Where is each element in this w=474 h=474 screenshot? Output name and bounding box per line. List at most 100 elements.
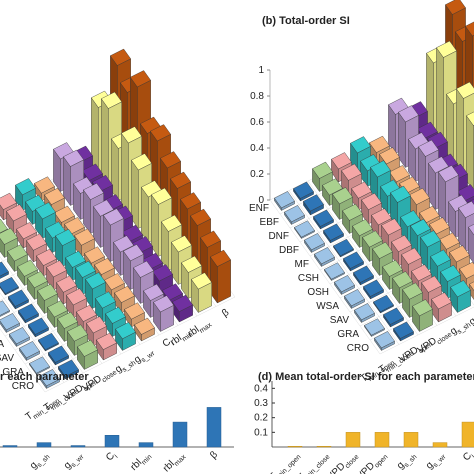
bar-top (85, 272, 106, 290)
bar (393, 321, 414, 342)
bar-top (379, 147, 400, 165)
bar-top (170, 171, 191, 189)
bar-top (121, 126, 142, 144)
bar (374, 331, 395, 352)
axis-label: rblmin (128, 449, 153, 474)
bar (323, 223, 344, 244)
axis-label: rblmax (161, 449, 188, 474)
bar (77, 339, 98, 371)
bar-top (161, 214, 182, 232)
bar (403, 432, 419, 448)
bar-top (75, 260, 96, 278)
bar-top (332, 187, 353, 205)
y-tick-label: 0.1 (254, 427, 268, 438)
bar (345, 432, 361, 448)
panel-title: r each parameter (0, 371, 89, 383)
bar-top (0, 276, 19, 294)
bar-top (469, 281, 474, 291)
bar-top (352, 219, 373, 237)
subscript: i (113, 453, 119, 459)
bar-top (94, 257, 115, 275)
bar-top (274, 191, 295, 209)
bar (316, 446, 332, 448)
bar-top (191, 272, 212, 290)
bar-top (303, 194, 324, 212)
subscript: close (344, 454, 361, 471)
subscript: min_close (304, 454, 331, 474)
bar-top (17, 259, 38, 277)
bar-top (363, 279, 384, 297)
bar-top (382, 259, 403, 277)
bar-top (351, 181, 372, 199)
axis-label: Ci (461, 449, 474, 465)
axis-label: gs_sh (28, 449, 52, 473)
row-label: WSA (316, 301, 339, 312)
subscript: s_sh (403, 454, 418, 469)
floor-grid (288, 190, 400, 345)
bar (134, 317, 155, 342)
bar-top (83, 182, 104, 200)
bar (18, 303, 39, 324)
bar-top (456, 81, 474, 99)
bar-top (391, 234, 412, 252)
floor-grid (0, 292, 65, 383)
bar (287, 446, 303, 448)
subscript: min_open (276, 454, 303, 474)
bar-face (217, 259, 231, 304)
bar (210, 249, 231, 304)
bar-top (56, 275, 77, 293)
bar-top (7, 244, 28, 262)
bar-top (114, 285, 135, 303)
bar-top (390, 185, 411, 203)
bar (383, 307, 404, 328)
bar (314, 247, 335, 268)
bar-top (57, 311, 78, 329)
bar-top (101, 91, 122, 109)
axis-label: β (220, 307, 231, 319)
bar (36, 442, 52, 448)
z-tick-label: 0.2 (250, 169, 264, 180)
z-tick-label: 1 (258, 65, 264, 76)
bar-top (44, 187, 65, 205)
bar-top (123, 244, 144, 262)
bar-top (438, 165, 459, 183)
bar-top (371, 208, 392, 226)
bar-top (113, 235, 134, 253)
bar (96, 332, 117, 361)
bar-top (331, 152, 352, 170)
row-label: CSH (298, 273, 319, 284)
bar (0, 300, 10, 317)
bar-top (419, 205, 440, 223)
row-label: WSA (0, 339, 4, 350)
bar-top (18, 303, 39, 321)
bar (461, 421, 474, 448)
bar-top (324, 262, 345, 280)
bar (344, 289, 365, 310)
bar-top (6, 204, 27, 222)
bar (115, 322, 136, 352)
bar (19, 341, 40, 362)
bar (468, 224, 474, 264)
bar-top (374, 331, 395, 349)
bar-top (353, 265, 374, 283)
subscript: i (170, 340, 176, 347)
bar-top (429, 217, 450, 235)
axis-label: gs_sh (395, 449, 419, 473)
bar-top (381, 218, 402, 236)
bar-top (410, 218, 431, 236)
bar-top (458, 200, 474, 218)
bar-top (293, 181, 314, 199)
bar (364, 318, 385, 338)
row-label: EBF (260, 217, 279, 228)
bar-top (180, 192, 201, 210)
bar (38, 332, 59, 352)
bar-top (37, 283, 58, 301)
bar-top (411, 264, 432, 282)
bar (304, 233, 325, 254)
bar-top (181, 255, 202, 273)
bar-top (190, 208, 211, 226)
bar-top (0, 261, 9, 277)
z-tick-label: 0.8 (250, 91, 264, 102)
bar-top (439, 232, 460, 250)
axis-label: VPDopen (355, 449, 390, 474)
